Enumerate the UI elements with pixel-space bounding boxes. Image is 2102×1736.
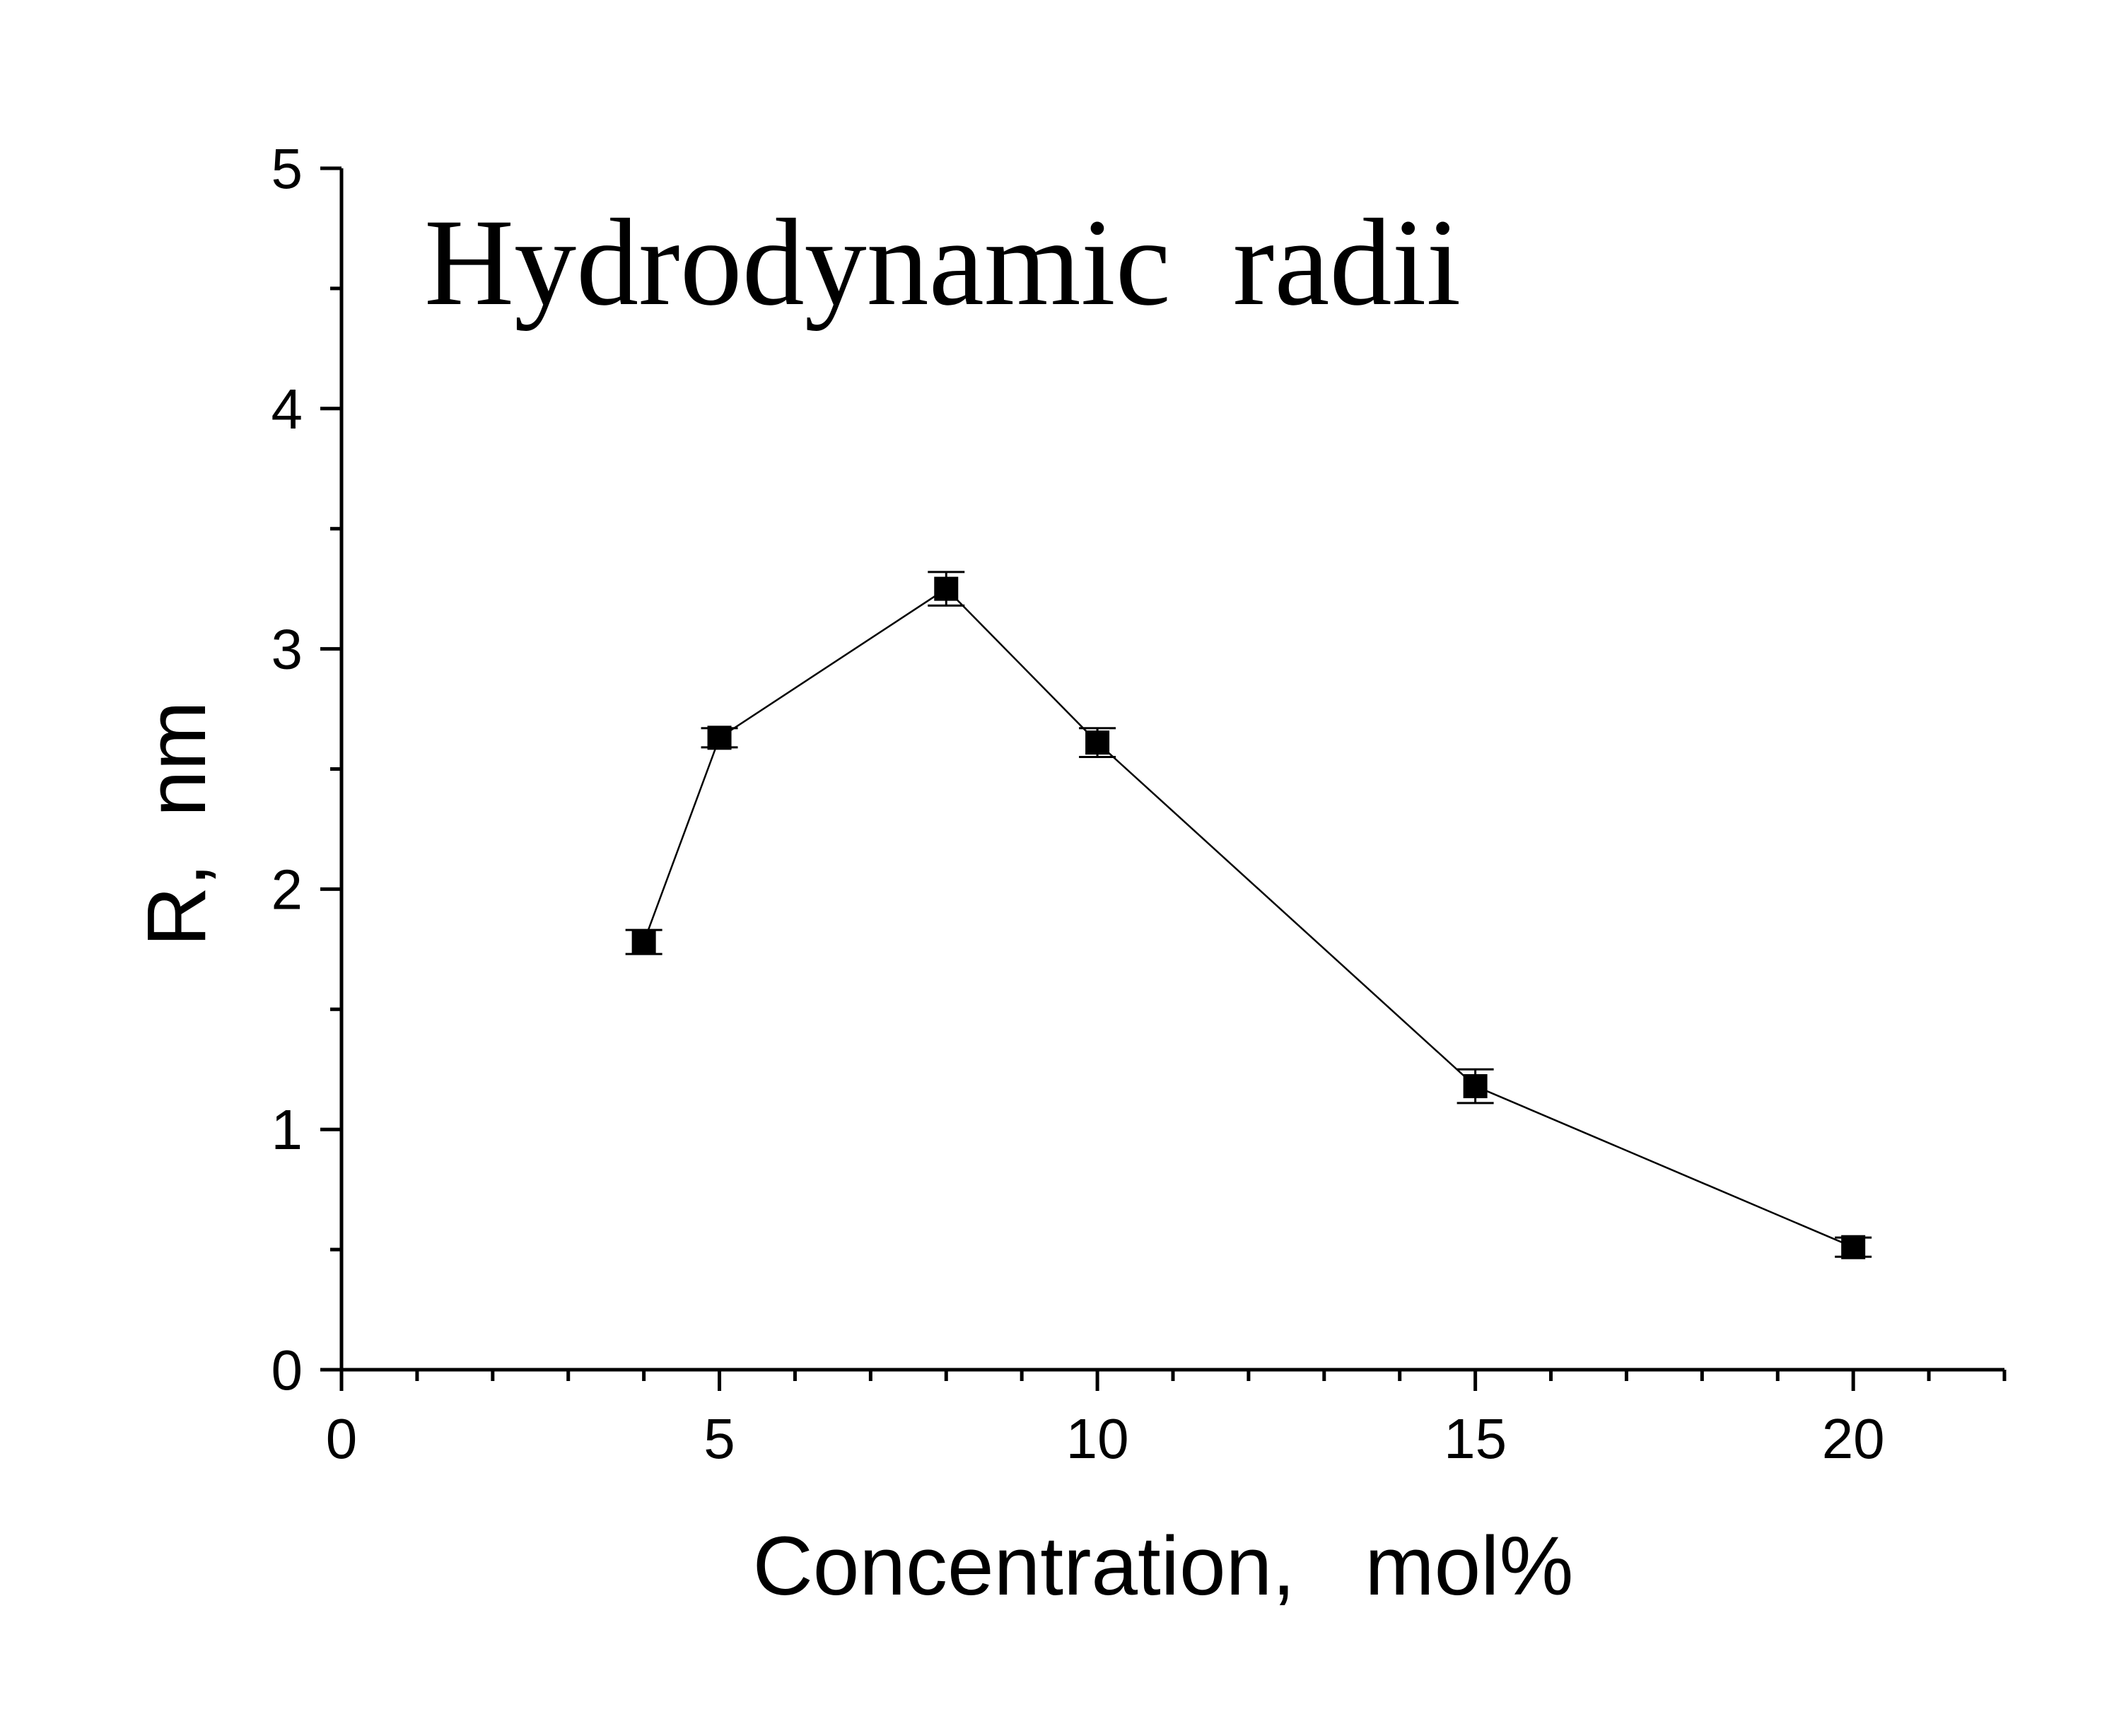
tick-labels: 0 5 10 15 20 0 1 2 3 4 5 xyxy=(271,137,1885,1470)
data-point xyxy=(1085,730,1110,755)
data-point xyxy=(1841,1235,1866,1259)
y-tick-label: 5 xyxy=(271,137,303,200)
chart-title: Hydrodynamic radii xyxy=(424,194,1461,332)
y-tick-label: 4 xyxy=(271,378,303,441)
y-tick-label: 2 xyxy=(271,858,303,921)
axes xyxy=(339,168,2004,1372)
y-axis-title: R, nm xyxy=(130,701,223,947)
x-tick-label: 10 xyxy=(1066,1407,1129,1470)
x-tick-label: 0 xyxy=(326,1407,358,1470)
x-tick-label: 5 xyxy=(703,1407,735,1470)
data-point xyxy=(934,576,959,601)
data-point xyxy=(631,930,656,955)
ticks xyxy=(320,166,2007,1391)
data-point xyxy=(707,726,732,750)
series xyxy=(625,571,1872,1259)
y-tick-label: 3 xyxy=(271,618,303,681)
x-tick-label: 20 xyxy=(1822,1407,1885,1470)
x-axis-title: Concentration, mol% xyxy=(753,1520,1574,1613)
data-point xyxy=(1463,1074,1488,1099)
x-tick-label: 15 xyxy=(1444,1407,1507,1470)
y-tick-label: 1 xyxy=(271,1098,303,1161)
series-line xyxy=(643,588,1854,1248)
y-tick-label: 0 xyxy=(271,1339,303,1402)
